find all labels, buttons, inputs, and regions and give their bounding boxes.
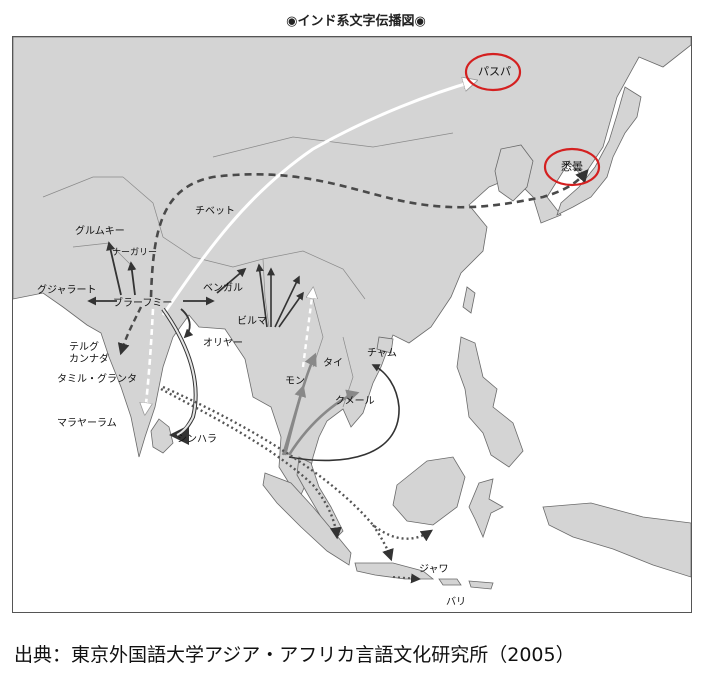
- arrow-to-java: [372, 524, 394, 562]
- borneo: [392, 456, 466, 526]
- new-guinea: [542, 502, 691, 578]
- taiwan: [462, 286, 476, 314]
- label-bengal: ベンガル: [203, 283, 243, 294]
- highlight-paspa: [464, 52, 522, 92]
- arrow-to-oriya: [180, 308, 194, 339]
- label-siddham: 悉曇: [561, 160, 583, 173]
- arrow-burma-up-3: [274, 275, 300, 328]
- script-spread-map: パスパ 悉曇 チベット グルムキー ナーガリー グジャラート ブラーフミー ベン…: [12, 36, 692, 613]
- japan: [556, 86, 642, 216]
- arrow-khmer: [287, 389, 360, 456]
- label-nagari: ナーガリー: [112, 248, 158, 258]
- label-tibet: チベット: [195, 206, 235, 217]
- arrow-to-nagari: [127, 261, 137, 296]
- map-title: ◉インド系文字伝播図◉: [286, 14, 426, 29]
- korean-peninsula: [494, 144, 534, 202]
- label-bali-outer: バリ: [446, 597, 466, 608]
- arrow-to-gurmukhi: [106, 241, 122, 296]
- arrow-burma-up-4: [278, 291, 304, 328]
- map-canvas: [13, 37, 691, 612]
- label-java: ジャワ: [419, 564, 449, 575]
- label-mon: モン: [285, 376, 305, 387]
- arrow-to-bali: [392, 573, 421, 584]
- label-thai: タイ: [323, 358, 343, 369]
- sri-lanka: [150, 418, 174, 454]
- arrow-tamil-to-borneo: [162, 385, 433, 542]
- arrow-to-tamil: [145, 308, 155, 413]
- arrow-brahmi-to-siddham: [149, 169, 589, 298]
- arrow-burma-up-1: [255, 263, 268, 328]
- label-burma: ビルマ: [237, 316, 267, 327]
- arrow-tamil-to-sumatra: [160, 387, 342, 540]
- source-citation: 出典：東京外国語大学アジア・アフリカ言語文化研究所（2005）: [14, 644, 575, 666]
- arrow-bengal-north: [216, 267, 247, 294]
- sulawesi: [468, 478, 504, 539]
- label-telugu: テルグ: [69, 342, 99, 353]
- label-gurmukhi: グルムキー: [75, 226, 125, 237]
- lesser-sunda-islands: [438, 578, 494, 590]
- label-malayalam: マラヤーラム: [57, 418, 117, 429]
- arrow-thai: [283, 352, 317, 456]
- arrow-to-laos: [301, 289, 313, 368]
- highlight-siddham: [543, 147, 601, 187]
- arrow-to-cham: [288, 364, 400, 462]
- label-kannada: カンナダ: [69, 354, 109, 365]
- label-gujarati: グジャラート: [37, 285, 97, 296]
- sumatra: [262, 472, 352, 566]
- arrow-to-telugu-kannada: [117, 306, 143, 356]
- label-oriya: オリヤー: [203, 338, 243, 349]
- arrow-brahmi-to-paspa: [161, 81, 475, 316]
- label-paspa: パスパ: [478, 65, 511, 78]
- label-cham: チャム: [367, 348, 397, 359]
- label-khmer: クメール: [335, 396, 375, 407]
- label-tamil-grantha: タミル・グランタ: [57, 374, 137, 385]
- hainan: [376, 336, 394, 354]
- label-sinhala: シンハラ: [177, 434, 217, 445]
- label-brahmi: ブラーフミー: [113, 298, 173, 309]
- philippines: [456, 336, 524, 468]
